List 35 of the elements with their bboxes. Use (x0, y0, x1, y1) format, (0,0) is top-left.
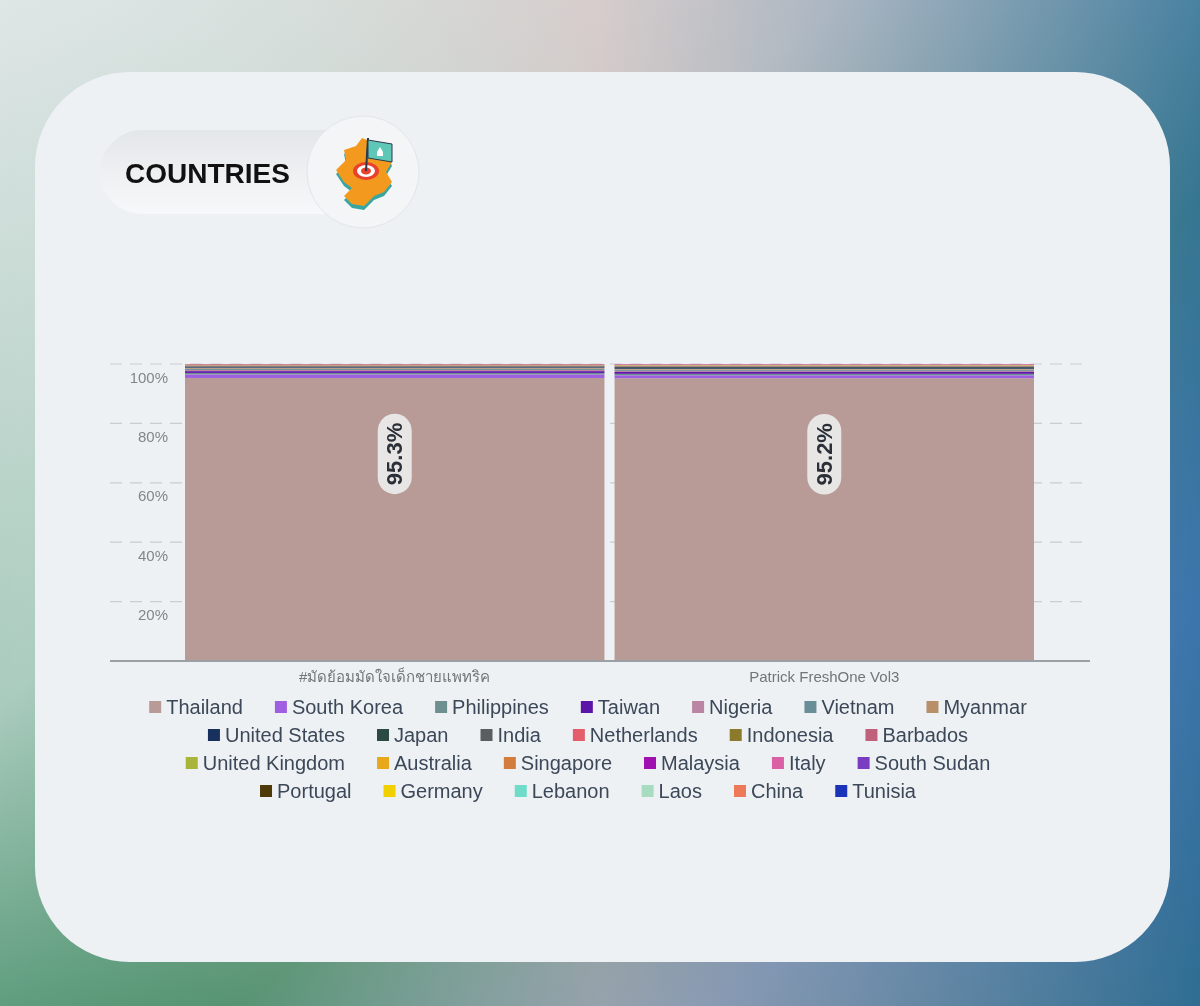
legend-label: Portugal (277, 780, 352, 802)
legend-label: Netherlands (589, 724, 698, 746)
legend-label: Tunisia (852, 780, 917, 802)
legend-label: Lebanon (531, 780, 610, 802)
chart-title: COUNTRIES (125, 157, 290, 189)
legend-label: Singapore (520, 752, 613, 774)
legend-label: Italy (788, 752, 826, 774)
legend-label: Germany (400, 780, 483, 802)
data-label: 95.2% (811, 423, 837, 486)
y-tick-label: 60% (137, 487, 168, 505)
legend-label: Vietnam (821, 696, 895, 718)
legend-label: Australia (394, 752, 473, 774)
legend-label: United States (224, 724, 346, 746)
legend-label: Malaysia (661, 752, 741, 774)
legend-label: South Korea (291, 696, 404, 718)
legend-label: Japan (394, 724, 449, 746)
y-tick-label: 40% (137, 546, 168, 564)
legend-label: Philippines (452, 696, 549, 718)
x-tick-label: Patrick FreshOne Vol3 (749, 667, 900, 685)
data-label: 95.3% (382, 422, 408, 486)
y-tick-label: 80% (137, 427, 168, 445)
legend-label: Thailand (166, 696, 243, 718)
legend-label: Myanmar (943, 696, 1028, 718)
legend-label: Barbados (882, 724, 969, 746)
legend-label: Indonesia (746, 724, 835, 746)
legend-label: South Sudan (874, 752, 991, 774)
x-tick-label: #มัดย้อมมัดใจเด็กชายแพทริค (299, 666, 491, 685)
legend-label: China (750, 780, 805, 802)
y-tick-label: 100% (129, 368, 168, 386)
legend-label: India (497, 724, 542, 746)
legend-label: Nigeria (709, 696, 774, 718)
legend-label: Laos (658, 780, 702, 802)
legend-label: Taiwan (597, 696, 661, 718)
y-tick-label: 20% (137, 606, 168, 624)
legend-label: United Kingdom (202, 752, 346, 774)
